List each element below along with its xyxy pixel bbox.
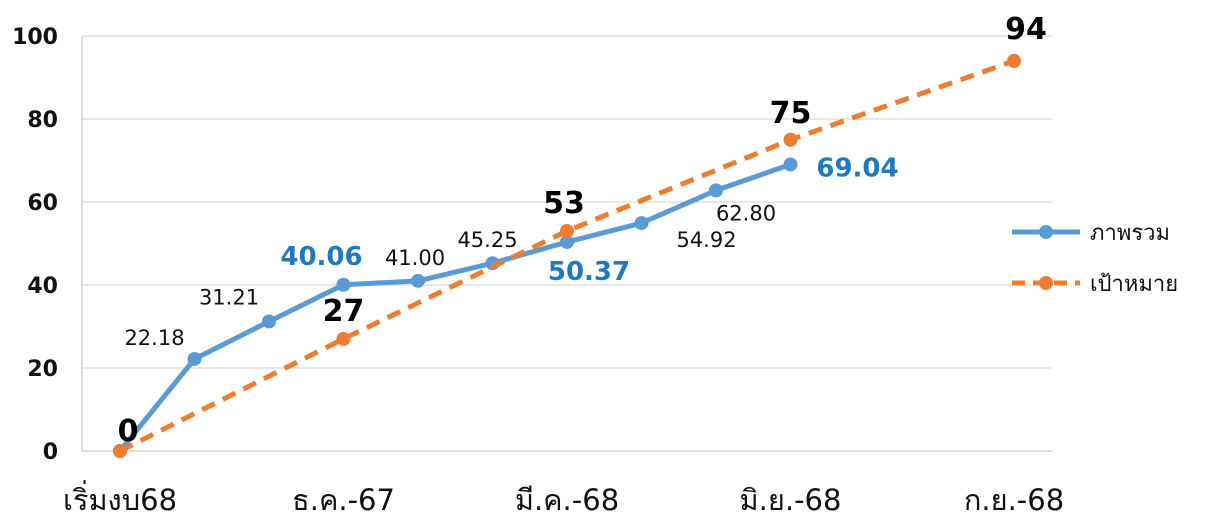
- y-tick-label: 0: [43, 440, 58, 465]
- data-label-overall: 45.25: [457, 228, 517, 252]
- data-point: [411, 274, 425, 288]
- x-tick-label: มี.ค.-68: [515, 483, 619, 517]
- y-tick-label: 60: [27, 191, 58, 216]
- data-label-target: 53: [543, 186, 585, 221]
- legend-label: เป้าหมาย: [1090, 272, 1178, 297]
- data-label-target: 27: [323, 294, 365, 329]
- y-axis: 0 20 40 60 80 100: [12, 25, 82, 465]
- data-point: [188, 352, 202, 366]
- y-tick-label: 20: [27, 357, 58, 382]
- legend-marker: [1039, 276, 1053, 290]
- data-point: [337, 332, 351, 346]
- data-point: [784, 133, 798, 147]
- data-label-overall: 69.04: [816, 153, 898, 183]
- data-point: [784, 157, 798, 171]
- legend-marker: [1039, 225, 1053, 239]
- x-tick-label: มิ.ย.-68: [740, 483, 842, 517]
- data-point: [1007, 54, 1021, 68]
- x-tick-label: เริ่มงบ68: [63, 480, 177, 517]
- data-label-overall: 31.21: [199, 285, 259, 309]
- data-label-target: 94: [1005, 12, 1047, 47]
- y-tick-label: 80: [27, 108, 58, 133]
- data-label-overall: 40.06: [280, 242, 362, 272]
- data-label-overall: 22.18: [124, 326, 184, 350]
- data-point: [635, 216, 649, 230]
- data-label-overall: 54.92: [676, 228, 736, 252]
- data-point: [337, 278, 351, 292]
- data-label-overall: 62.80: [716, 201, 776, 225]
- data-labels: 22.18 31.21 40.06 41.00 45.25 50.37 54.92 62.80…: [118, 12, 1047, 449]
- y-tick-label: 100: [12, 25, 58, 50]
- data-label-overall: 41.00: [385, 246, 445, 270]
- x-tick-label: ธ.ค.-67: [292, 483, 395, 517]
- y-tick-label: 40: [27, 274, 58, 299]
- x-axis: เริ่มงบ68 ธ.ค.-67 มี.ค.-68 มิ.ย.-68 ก.ย.-68: [63, 451, 1064, 517]
- x-tick-label: ก.ย.-68: [964, 483, 1064, 517]
- data-label-overall: 50.37: [548, 257, 630, 287]
- data-point: [560, 224, 574, 238]
- data-point: [709, 183, 723, 197]
- data-label-target: 75: [770, 96, 812, 131]
- data-label-target: 0: [118, 414, 139, 449]
- series-layer: [113, 54, 1021, 458]
- data-point: [262, 314, 276, 328]
- legend-label: ภาพรวม: [1090, 221, 1170, 246]
